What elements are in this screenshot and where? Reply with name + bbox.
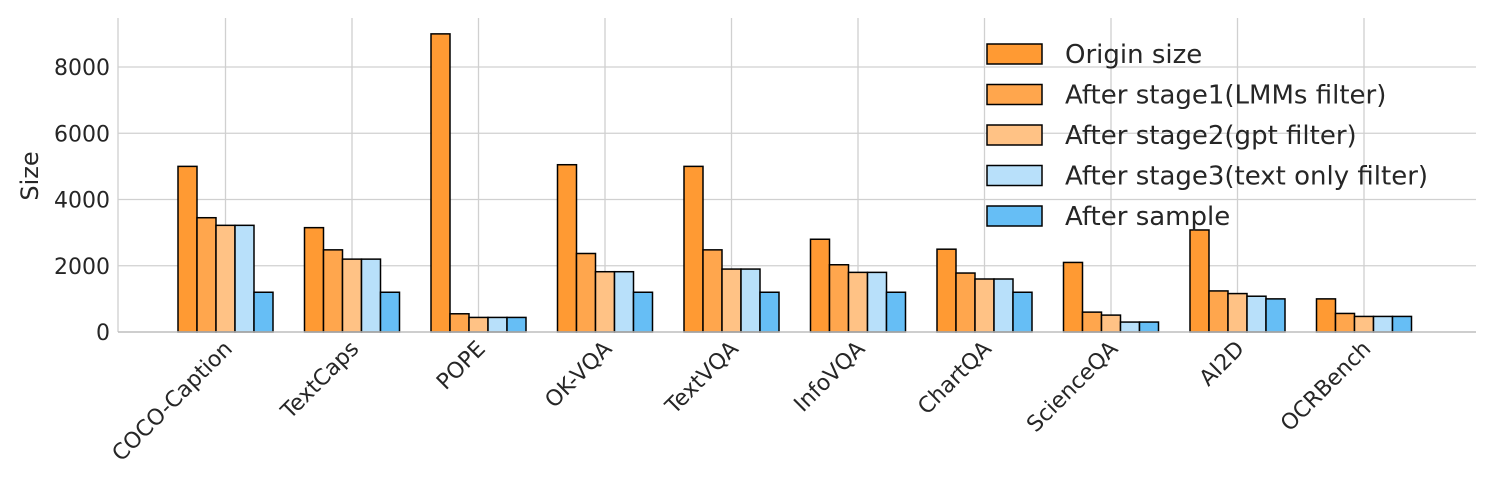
bar-ocrbench-series-2 (1334, 312, 1356, 333)
x-tick-label: OK-VQA (541, 337, 618, 414)
bar-ai2d-series-3 (1227, 292, 1248, 333)
bar-scienceqa-series-1 (1062, 261, 1084, 333)
bar-ok-vqa-series-2 (575, 252, 597, 333)
bar-coco-caption-series-2 (196, 216, 217, 333)
legend-label: Origin size (1065, 40, 1202, 70)
y-tick-label: 6000 (54, 122, 110, 147)
bar-scienceqa-series-3 (1100, 314, 1122, 333)
bar-ocrbench-series-4 (1372, 315, 1394, 333)
y-tick-label: 8000 (54, 56, 110, 81)
bar-ocrbench-series-3 (1353, 315, 1375, 333)
bar-textvqa-series-2 (702, 249, 723, 333)
bar-textvqa-series-5 (759, 291, 780, 333)
legend-swatch (986, 124, 1043, 146)
y-tick-labels: 0 2000 4000 6000 8000 (54, 56, 110, 346)
bar-textvqa-series-4 (740, 268, 761, 333)
x-tick-label: OCRBench (1276, 337, 1376, 437)
bar-pope-series-5 (506, 316, 527, 333)
bar-coco-caption-series-4 (234, 224, 255, 333)
legend-swatch (986, 164, 1043, 187)
bar-ai2d-series-4 (1246, 295, 1267, 333)
x-tick-label: ScienceQA (1022, 337, 1123, 438)
x-tick-label: POPE (432, 337, 491, 396)
bar-ocrbench-series-1 (1315, 298, 1337, 333)
grid-lines (117, 18, 1476, 332)
bar-infovqa-series-4 (866, 271, 888, 333)
legend-swatch (986, 205, 1043, 227)
bar-ai2d-series-2 (1208, 290, 1229, 333)
x-tick-label: ChartQA (913, 337, 996, 420)
bar-coco-caption-series-1 (177, 165, 198, 333)
bar-chartqa-series-4 (993, 278, 1014, 333)
bar-infovqa-series-5 (885, 291, 907, 333)
bar-textcaps-series-4 (360, 258, 382, 333)
legend-label: After stage1(LMMs filter) (1065, 81, 1386, 111)
legend-label: After stage3(text only filter) (1065, 162, 1428, 192)
bar-coco-caption-series-3 (215, 224, 236, 333)
legend-swatch (986, 43, 1043, 65)
bar-ok-vqa-series-1 (556, 163, 578, 333)
legend-swatch (986, 83, 1043, 106)
bar-infovqa-series-3 (847, 271, 869, 333)
bar-ai2d-series-5 (1265, 298, 1286, 333)
x-tick-label: AI2D (1195, 337, 1250, 392)
y-tick-label: 4000 (54, 189, 110, 214)
bar-scienceqa-series-2 (1081, 311, 1103, 333)
bar-infovqa-series-2 (828, 264, 850, 333)
bar-chartqa-series-2 (955, 272, 976, 333)
bar-infovqa-series-1 (809, 238, 831, 333)
bar-textcaps-series-2 (322, 249, 344, 333)
bar-chartqa-series-1 (936, 248, 957, 333)
y-tick-label: 2000 (54, 255, 110, 280)
y-axis-label: Size (16, 151, 44, 200)
bar-pope-series-4 (487, 316, 508, 333)
bar-textcaps-series-5 (379, 291, 401, 333)
x-tick-label: TextVQA (660, 337, 743, 420)
bar-pope-series-2 (449, 313, 470, 333)
bar-ok-vqa-series-3 (594, 270, 616, 333)
bar-chartqa-series-3 (974, 278, 995, 333)
bars (177, 33, 1413, 333)
bar-pope-series-1 (430, 33, 451, 333)
bar-scienceqa-series-4 (1119, 321, 1141, 333)
bar-chartqa-series-5 (1012, 291, 1033, 333)
bar-scienceqa-series-5 (1138, 321, 1160, 333)
bar-pope-series-3 (468, 316, 489, 333)
x-tick-label: COCO-Caption (108, 337, 238, 467)
legend-label: After sample (1065, 202, 1230, 232)
x-tick-label: TextCaps (276, 337, 364, 425)
bar-ok-vqa-series-4 (613, 270, 635, 333)
legend: Origin size After stage1(LMMs filter) Afte… (986, 40, 1428, 232)
bar-ocrbench-series-5 (1391, 315, 1413, 333)
bar-textvqa-series-3 (721, 268, 742, 333)
y-tick-label: 0 (96, 321, 110, 346)
bar-textvqa-series-1 (683, 165, 704, 333)
bar-coco-caption-series-5 (253, 291, 274, 333)
bar-textcaps-series-1 (303, 226, 325, 333)
legend-label: After stage2(gpt filter) (1065, 121, 1357, 151)
x-tick-label: InfoVQA (790, 337, 871, 418)
bar-ok-vqa-series-5 (632, 291, 654, 333)
bar-ai2d-series-1 (1189, 229, 1210, 333)
bar-textcaps-series-3 (341, 258, 363, 333)
x-tick-labels: COCO-Caption TextCaps POPE OK-VQA TextVQA Inf… (108, 337, 1377, 467)
